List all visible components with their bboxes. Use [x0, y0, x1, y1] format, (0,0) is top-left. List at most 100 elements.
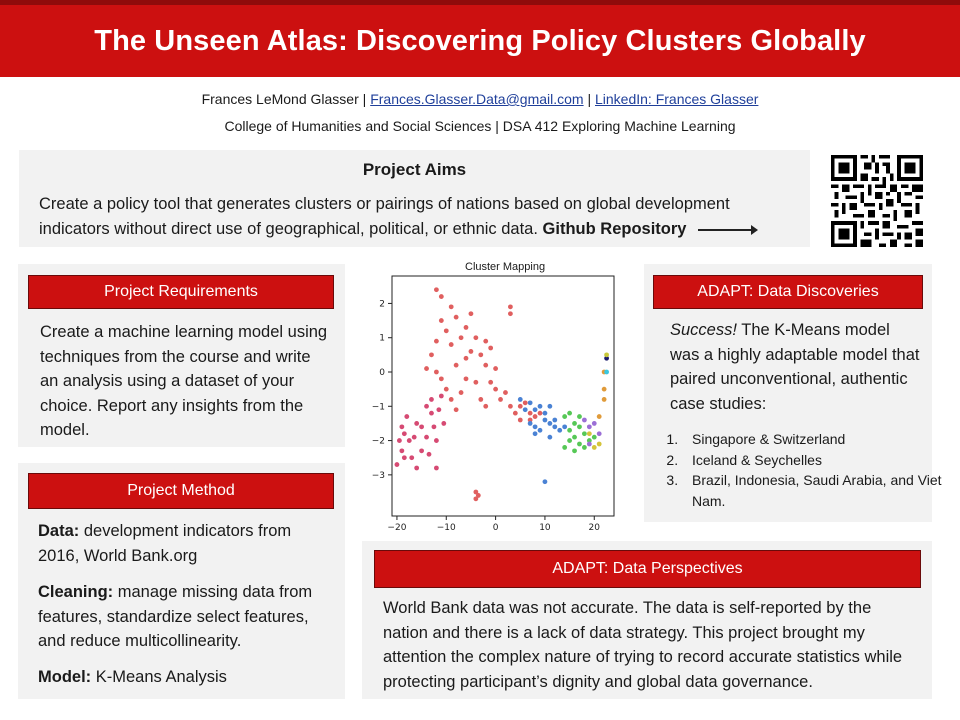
- data-point: [401, 431, 407, 437]
- data-point: [434, 465, 439, 471]
- data-point: [527, 421, 533, 426]
- data-point: [424, 366, 429, 371]
- data-point: [586, 441, 592, 447]
- data-point: [438, 318, 444, 323]
- project-requirements-heading: Project Requirements: [28, 275, 334, 309]
- data-point: [498, 397, 503, 402]
- data-perspectives-text: World Bank data was not accurate. The da…: [383, 599, 903, 691]
- data-point: [596, 431, 602, 437]
- data-point: [463, 355, 469, 361]
- data-point: [537, 427, 543, 433]
- data-point: [473, 489, 479, 495]
- data-point: [443, 328, 449, 334]
- data-perspectives-heading: ADAPT: Data Perspectives: [374, 550, 921, 588]
- data-point: [586, 438, 592, 443]
- y-tick-label: 2: [379, 299, 385, 309]
- x-tick-label: −20: [387, 523, 406, 530]
- data-point: [567, 410, 572, 416]
- discoveries-body: The K-Means model was a highly adaptable…: [670, 321, 920, 413]
- data-point: [419, 448, 424, 454]
- data-point: [478, 397, 484, 402]
- data-point: [429, 410, 434, 416]
- project-requirements-panel: Project Requirements Create a machine le…: [18, 264, 345, 447]
- byline: Frances LeMond Glasser | Frances.Glasser…: [0, 91, 960, 107]
- data-point: [542, 417, 548, 423]
- github-repository-link[interactable]: Github Repository: [542, 220, 687, 238]
- data-point: [473, 379, 479, 385]
- data-point: [397, 438, 402, 443]
- data-perspectives-panel: ADAPT: Data Perspectives World Bank data…: [362, 541, 932, 699]
- method-cleaning-item: Cleaning: manage missing data from featu…: [38, 580, 334, 654]
- data-point: [527, 417, 533, 423]
- y-tick-label: −3: [372, 471, 385, 481]
- data-point: [431, 424, 437, 430]
- data-point: [493, 386, 498, 392]
- data-point: [591, 445, 597, 450]
- data-point: [591, 421, 597, 426]
- college-line: College of Humanities and Social Science…: [224, 118, 736, 134]
- data-point: [448, 342, 454, 347]
- x-tick-label: 10: [539, 523, 551, 530]
- data-discoveries-text: Success! The K-Means model was a highly …: [670, 318, 920, 416]
- data-point: [552, 417, 558, 423]
- method-data-item: Data: development indicators from 2016, …: [38, 519, 334, 568]
- data-point: [601, 397, 607, 402]
- data-point: [411, 434, 417, 440]
- data-point: [424, 434, 429, 440]
- data-point: [542, 479, 548, 485]
- data-point: [414, 465, 420, 471]
- data-point: [488, 379, 494, 385]
- data-point: [537, 410, 543, 416]
- data-point: [567, 438, 572, 443]
- data-point: [532, 431, 538, 437]
- aims-body: Create a policy tool that generates clus…: [39, 195, 730, 238]
- data-point: [547, 421, 553, 426]
- data-point: [567, 427, 572, 433]
- data-point: [429, 397, 434, 402]
- method-model-item: Model: K-Means Analysis: [38, 665, 334, 690]
- data-point: [552, 424, 558, 430]
- data-point: [572, 421, 577, 426]
- plot-area: [391, 275, 615, 517]
- email-link[interactable]: Frances.Glasser.Data@gmail.com: [370, 91, 584, 107]
- chart-title: Cluster Mapping: [465, 261, 546, 273]
- data-point: [577, 414, 582, 419]
- project-aims-text: Create a policy tool that generates clus…: [39, 192, 799, 242]
- top-accent-line: [0, 0, 960, 5]
- data-point: [532, 407, 538, 413]
- data-point: [483, 403, 489, 409]
- data-point: [463, 376, 469, 382]
- project-method-panel: Project Method Data: development indicat…: [18, 463, 345, 699]
- linkedin-link[interactable]: LinkedIn: Frances Glasser: [595, 91, 759, 107]
- data-point: [434, 369, 439, 375]
- data-point: [426, 451, 432, 457]
- data-point: [582, 445, 587, 450]
- data-point: [577, 424, 582, 430]
- data-point: [473, 496, 479, 502]
- data-point: [478, 352, 484, 358]
- y-tick-label: 1: [379, 334, 385, 344]
- data-point: [508, 403, 513, 409]
- data-discoveries-panel: ADAPT: Data Discoveries Success! The K-M…: [644, 264, 942, 522]
- data-point: [601, 386, 607, 392]
- data-point: [572, 448, 577, 454]
- data-point: [582, 417, 587, 423]
- qr-code-icon[interactable]: [831, 155, 923, 247]
- data-point: [512, 410, 518, 416]
- list-item: Iceland & Seychelles: [682, 450, 942, 471]
- data-point: [399, 424, 405, 430]
- data-point: [604, 355, 609, 361]
- data-point: [401, 455, 407, 461]
- data-point: [414, 421, 420, 426]
- x-tick-label: 20: [589, 523, 601, 530]
- list-item: Brazil, Indonesia, Saudi Arabia, and Vie…: [682, 470, 942, 511]
- data-point: [493, 366, 498, 371]
- x-tick-label: 0: [493, 523, 499, 530]
- data-point: [404, 414, 410, 419]
- data-point: [572, 434, 577, 440]
- data-point: [542, 410, 548, 416]
- data-point: [458, 390, 464, 395]
- author-name: Frances LeMond Glasser: [201, 91, 359, 107]
- data-point: [527, 410, 533, 416]
